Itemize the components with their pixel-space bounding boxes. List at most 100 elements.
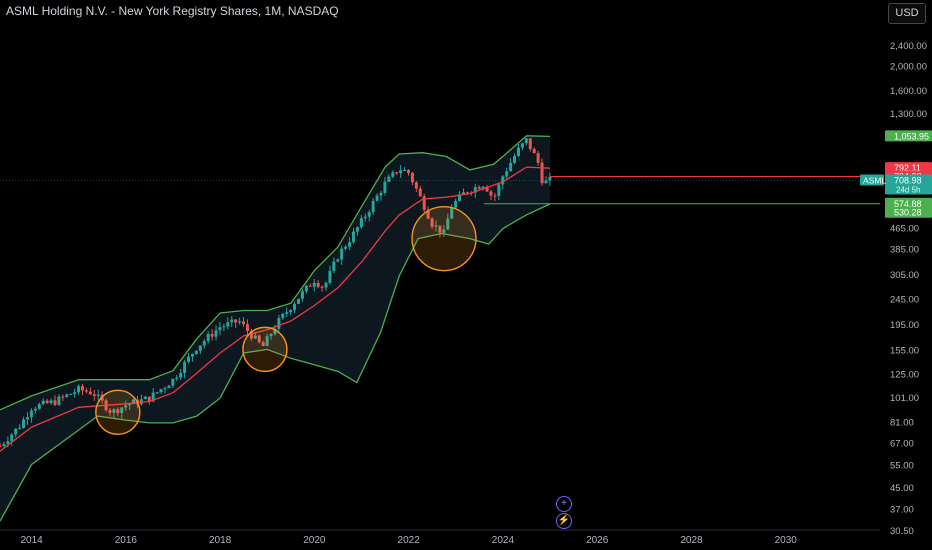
candle-body[interactable] (520, 143, 524, 148)
candle-body[interactable] (403, 170, 407, 172)
candle-body[interactable] (312, 282, 316, 287)
highlight-circle[interactable] (95, 389, 141, 435)
candle-body[interactable] (84, 390, 88, 392)
candle-body[interactable] (163, 388, 167, 390)
candle-body[interactable] (359, 218, 363, 228)
candle-body[interactable] (206, 334, 210, 342)
candle-body[interactable] (132, 399, 136, 405)
candle-body[interactable] (316, 282, 320, 287)
candle-body[interactable] (505, 171, 509, 177)
candle-body[interactable] (340, 248, 344, 260)
candle-body[interactable] (14, 428, 18, 435)
candle-body[interactable] (454, 200, 458, 208)
candle-body[interactable] (516, 147, 520, 156)
candle-body[interactable] (418, 188, 422, 197)
candle-body[interactable] (308, 285, 312, 287)
candle-body[interactable] (116, 409, 120, 414)
candle-body[interactable] (375, 195, 379, 201)
candle-body[interactable] (175, 377, 179, 379)
highlight-circle[interactable] (411, 205, 477, 272)
highlight-circle[interactable] (242, 326, 288, 373)
candle-body[interactable] (198, 345, 202, 351)
candle-body[interactable] (371, 200, 375, 213)
candle-body[interactable] (434, 225, 438, 227)
candle-body[interactable] (273, 328, 277, 335)
candle-body[interactable] (485, 186, 489, 192)
candle-body[interactable] (336, 259, 340, 262)
candle-body[interactable] (41, 400, 45, 405)
candle-body[interactable] (179, 372, 183, 378)
candle-body[interactable] (391, 172, 395, 177)
candle-body[interactable] (77, 386, 81, 393)
candle-body[interactable] (524, 138, 528, 144)
candle-body[interactable] (143, 396, 147, 400)
candle-body[interactable] (265, 336, 269, 347)
candle-body[interactable] (210, 334, 214, 337)
candle-body[interactable] (426, 209, 430, 219)
candle-body[interactable] (57, 396, 61, 405)
candle-body[interactable] (473, 187, 477, 193)
candle-body[interactable] (45, 400, 49, 404)
candle-body[interactable] (497, 184, 501, 196)
candle-body[interactable] (320, 286, 324, 288)
candle-body[interactable] (355, 227, 359, 232)
candle-body[interactable] (379, 192, 383, 196)
candle-body[interactable] (450, 207, 454, 219)
candle-body[interactable] (171, 378, 175, 386)
alert-button[interactable]: ⚡ (556, 513, 572, 529)
candle-body[interactable] (108, 410, 112, 413)
candle-body[interactable] (438, 225, 442, 233)
candle-body[interactable] (481, 186, 485, 189)
candle-body[interactable] (245, 324, 249, 331)
candle-body[interactable] (222, 326, 226, 328)
candle-body[interactable] (442, 229, 446, 233)
candle-body[interactable] (477, 187, 481, 189)
candle-body[interactable] (96, 394, 100, 396)
candle-body[interactable] (348, 242, 352, 247)
candle-body[interactable] (29, 410, 33, 418)
candle-body[interactable] (92, 394, 96, 396)
upper-band-line[interactable] (0, 135, 551, 411)
candle-body[interactable] (367, 212, 371, 217)
lower-band-line[interactable] (0, 203, 551, 522)
candle-body[interactable] (73, 392, 77, 394)
candle-body[interactable] (230, 319, 234, 323)
candle-body[interactable] (249, 330, 253, 339)
candle-body[interactable] (528, 138, 532, 150)
candle-body[interactable] (37, 404, 41, 409)
candle-body[interactable] (69, 393, 73, 395)
candle-body[interactable] (269, 334, 273, 337)
candle-body[interactable] (446, 218, 450, 230)
candle-body[interactable] (80, 386, 84, 391)
candle-body[interactable] (410, 172, 414, 183)
candle-body[interactable] (242, 321, 246, 325)
candle-body[interactable] (293, 303, 297, 311)
candle-body[interactable] (0, 445, 2, 447)
candle-body[interactable] (509, 162, 513, 172)
candle-body[interactable] (88, 391, 92, 395)
candle-body[interactable] (261, 342, 265, 347)
candle-body[interactable] (10, 434, 14, 442)
candle-body[interactable] (6, 441, 10, 444)
add-indicator-button[interactable]: + (556, 496, 572, 512)
currency-selector[interactable]: USD (888, 3, 926, 24)
candle-body[interactable] (304, 285, 308, 292)
candle-body[interactable] (465, 192, 469, 194)
candle-body[interactable] (501, 176, 505, 185)
candle-body[interactable] (395, 172, 399, 174)
candle-body[interactable] (383, 181, 387, 193)
candle-body[interactable] (387, 176, 391, 182)
candle-body[interactable] (151, 392, 155, 402)
candle-body[interactable] (61, 396, 65, 398)
candle-body[interactable] (399, 170, 403, 174)
candle-body[interactable] (493, 195, 497, 197)
candle-body[interactable] (536, 153, 540, 163)
candle-body[interactable] (489, 191, 493, 196)
candle-body[interactable] (344, 246, 348, 249)
candle-body[interactable] (414, 182, 418, 189)
candle-body[interactable] (458, 194, 462, 201)
candle-body[interactable] (406, 170, 410, 173)
candle-body[interactable] (430, 218, 434, 227)
candle-body[interactable] (124, 405, 128, 408)
